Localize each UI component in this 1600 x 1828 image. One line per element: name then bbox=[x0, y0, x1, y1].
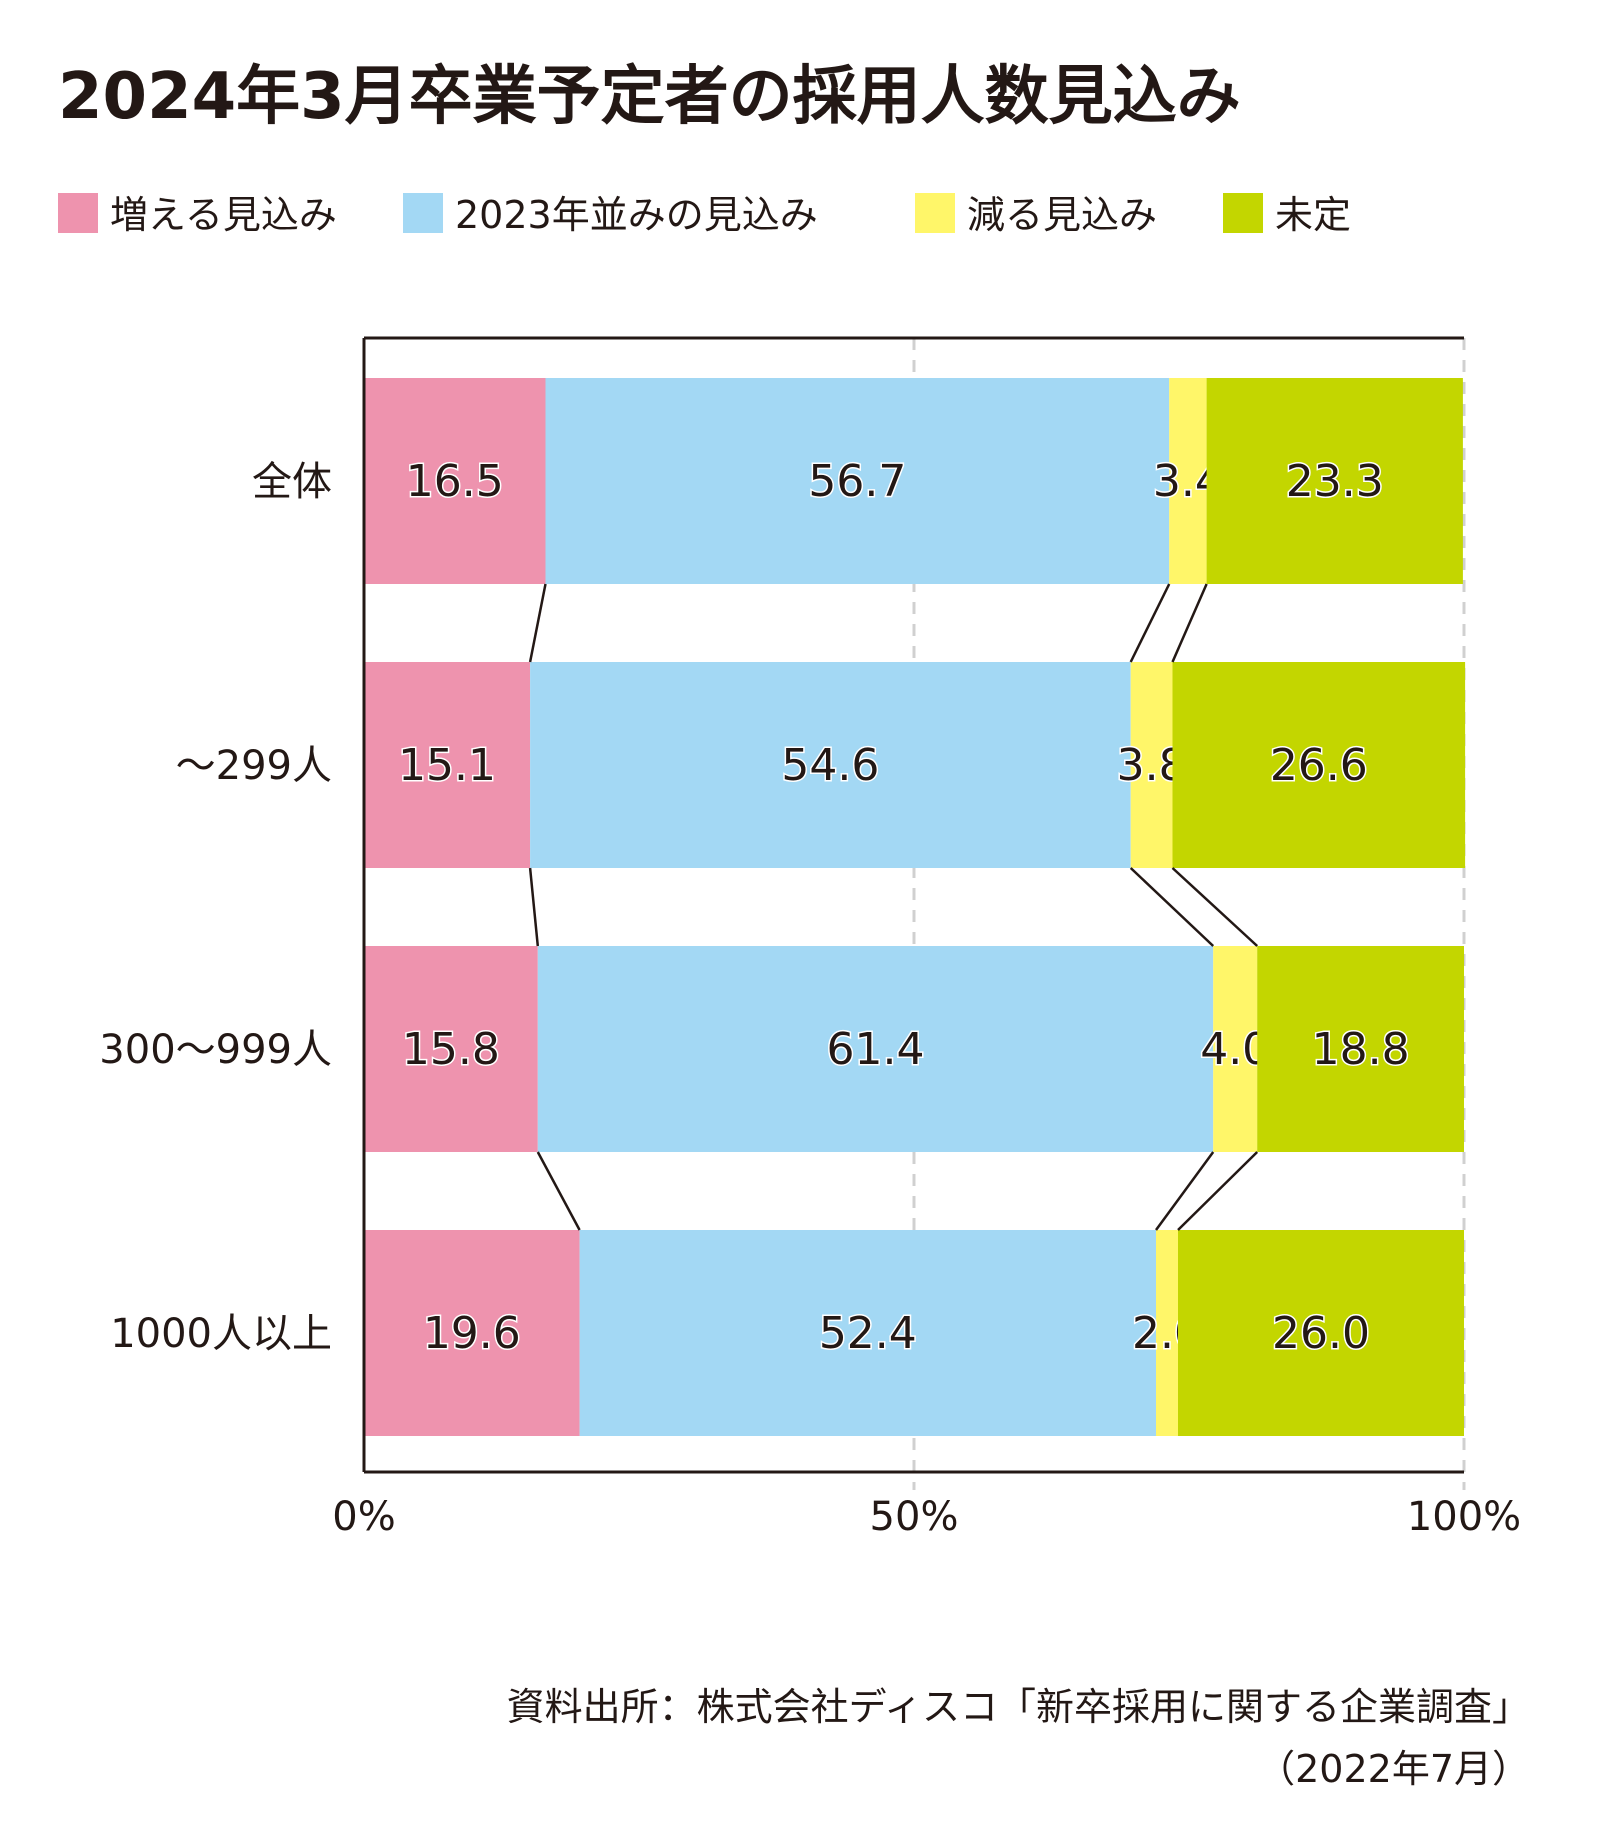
data-label-0-1: 56.7 bbox=[808, 456, 906, 507]
legend-label-2: 減る見込み bbox=[967, 193, 1157, 237]
connector-line-0-2 bbox=[1171, 583, 1208, 663]
bar-segment-2-1 bbox=[537, 946, 1214, 1152]
bar-segment-1-2 bbox=[1130, 662, 1173, 868]
legend-swatch-3 bbox=[1223, 193, 1263, 233]
bar-segment-1-3 bbox=[1172, 662, 1466, 868]
category-label-3: 1000人以上 bbox=[110, 1311, 332, 1357]
bar-segment-0-3 bbox=[1206, 378, 1463, 584]
gridlines bbox=[912, 338, 1466, 1490]
data-label-3-3: 26.0 bbox=[1272, 1308, 1370, 1359]
axes bbox=[362, 336, 1464, 1474]
bar-segment-2-0 bbox=[364, 946, 538, 1152]
connector-line-1-2 bbox=[1171, 867, 1259, 947]
data-label-0-0: 16.5 bbox=[406, 456, 504, 507]
bar-segment-0-0 bbox=[364, 378, 546, 584]
data-label-1-0: 15.1 bbox=[398, 740, 496, 791]
x-tick-label-1: 50% bbox=[870, 1494, 959, 1540]
bar-segment-3-0 bbox=[364, 1230, 580, 1436]
connector-line-1-1 bbox=[1129, 867, 1215, 947]
data-label-1-1: 54.6 bbox=[781, 740, 879, 791]
data-label-3-1: 52.4 bbox=[819, 1308, 917, 1359]
legend-swatch-0 bbox=[58, 193, 98, 233]
data-label-0-3: 23.3 bbox=[1286, 456, 1384, 507]
legend: 増える見込み 2023年並みの見込み 減る見込み 未定 bbox=[58, 193, 1351, 237]
bar-segment-1-0 bbox=[364, 662, 531, 868]
bar-segment-2-3 bbox=[1257, 946, 1464, 1152]
data-label-3-0: 19.6 bbox=[423, 1308, 521, 1359]
category-label-0: 全体 bbox=[252, 459, 332, 505]
x-tick-labels: 0% 50% 100% bbox=[332, 1494, 1521, 1540]
source-note: 資料出所：株式会社ディスコ「新卒採用に関する企業調査」 bbox=[507, 1685, 1530, 1729]
bar-segment-1-1 bbox=[530, 662, 1131, 868]
legend-swatch-2 bbox=[915, 193, 955, 233]
category-labels: 全体〜299人 300〜999人 1000人以上 bbox=[99, 459, 332, 1357]
legend-label-1: 2023年並みの見込み bbox=[455, 193, 818, 237]
bar-segment-2-2 bbox=[1213, 946, 1258, 1152]
x-tick-label-2: 100% bbox=[1407, 1494, 1521, 1540]
connector-line-1-0 bbox=[528, 867, 540, 947]
connector-lines bbox=[528, 583, 1259, 1231]
legend-label-3: 未定 bbox=[1275, 193, 1351, 237]
data-label-1-3: 26.6 bbox=[1270, 740, 1368, 791]
x-tick-label-0: 0% bbox=[332, 1494, 395, 1540]
bar-segment-3-3 bbox=[1178, 1230, 1464, 1436]
connector-line-2-1 bbox=[1154, 1151, 1215, 1231]
connector-line-0-1 bbox=[1129, 583, 1171, 663]
connector-line-0-0 bbox=[528, 583, 547, 663]
data-label-2-1: 61.4 bbox=[827, 1024, 925, 1075]
bar-segment-3-1 bbox=[579, 1230, 1156, 1436]
chart-title: 2024年3月卒業予定者の採用人数見込み bbox=[58, 60, 1241, 134]
data-label-2-0: 15.8 bbox=[402, 1024, 500, 1075]
bar-segment-0-1 bbox=[545, 378, 1170, 584]
legend-swatch-1 bbox=[403, 193, 443, 233]
bars: 16.5 56.7 3.4 23.315.1 54.6 3.8 26.615.8 61.4 4.… bbox=[364, 378, 1466, 1436]
connector-line-2-2 bbox=[1177, 1151, 1259, 1231]
source-date: （2022年7月） bbox=[1257, 1747, 1530, 1791]
category-label-2: 300〜999人 bbox=[99, 1027, 332, 1073]
bar-segment-3-2 bbox=[1156, 1230, 1178, 1436]
legend-label-0: 増える見込み bbox=[110, 193, 337, 237]
connector-line-2-0 bbox=[536, 1151, 581, 1231]
bar-segment-0-2 bbox=[1169, 378, 1207, 584]
data-label-2-3: 18.8 bbox=[1312, 1024, 1410, 1075]
category-label-1: 〜299人 bbox=[176, 743, 332, 789]
